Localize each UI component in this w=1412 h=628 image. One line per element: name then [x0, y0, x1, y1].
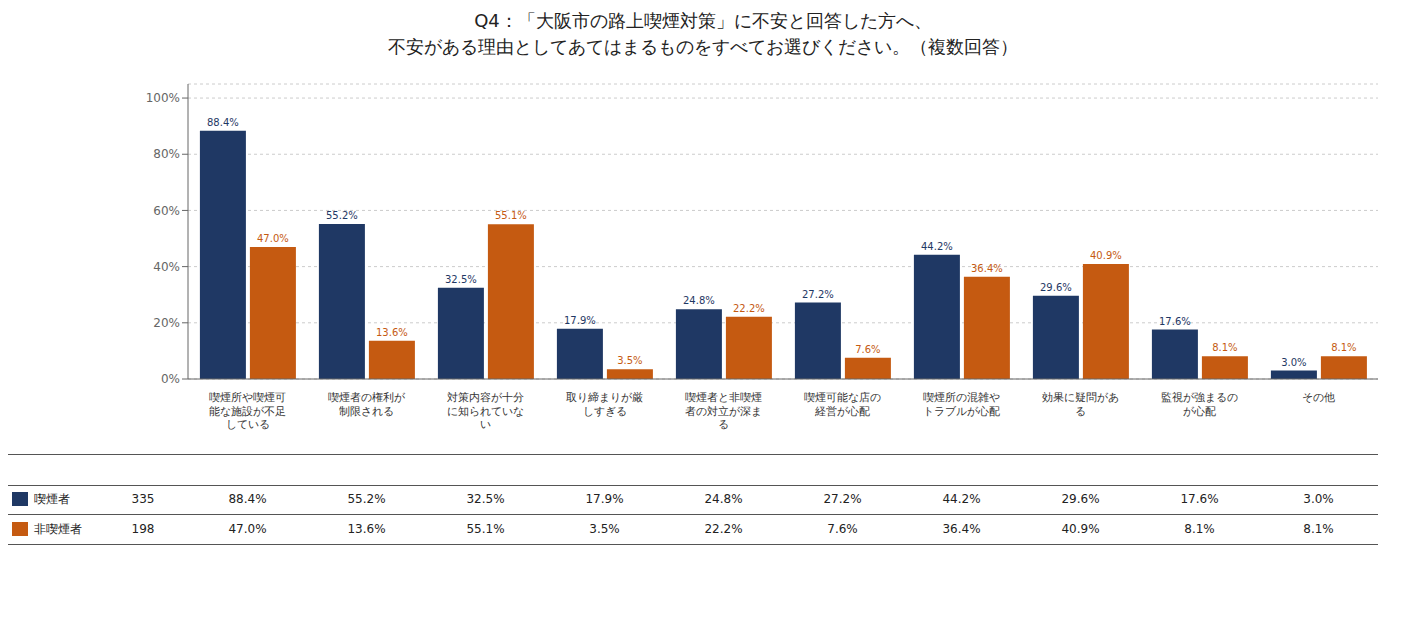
html-text:8.1%: 8.1%: [1303, 522, 1334, 536]
html-text:不安がある理由としてあてはまるものをすべてお選びください。（: 不安がある理由としてあてはまるものをすべてお選びください。（複数回答）: [388, 36, 1018, 57]
svg-text:55.2%: 55.2%: [326, 210, 358, 221]
html-text:7.6%: 7.6%: [827, 522, 858, 536]
html-text:22.2%: 22.2%: [704, 522, 743, 536]
svg-text:8.1%: 8.1%: [1212, 342, 1237, 353]
html-text:27.2%: 27.2%: [823, 492, 862, 506]
svg-text:その他: その他: [1302, 391, 1335, 404]
svg-text:40.9%: 40.9%: [1090, 250, 1122, 261]
svg-text:88.4%: 88.4%: [207, 117, 239, 128]
html-text:40.9%: 40.9%: [1061, 522, 1100, 536]
html-text:非喫煙者: 非喫煙者: [34, 521, 82, 536]
html-text:13.6%: 13.6%: [347, 522, 386, 536]
html-text:3.5%: 3.5%: [589, 522, 620, 536]
svg-text:80%: 80%: [153, 147, 180, 161]
svg-text:24.8%: 24.8%: [683, 295, 715, 306]
svg-text:27.2%: 27.2%: [802, 289, 834, 300]
html-text:47.0%: 47.0%: [228, 522, 267, 536]
html-text:24.8%: 24.8%: [704, 492, 743, 506]
svg-text:29.6%: 29.6%: [1040, 282, 1072, 293]
svg-text:17.6%: 17.6%: [1159, 316, 1191, 327]
svg-text:3.0%: 3.0%: [1281, 357, 1306, 368]
html-text:36.4%: 36.4%: [942, 522, 981, 536]
html-text:335: 335: [131, 492, 155, 506]
svg-text:7.6%: 7.6%: [855, 344, 880, 355]
svg-text:32.5%: 32.5%: [445, 274, 477, 285]
svg-text:0%: 0%: [161, 372, 180, 386]
html-text:32.5%: 32.5%: [466, 492, 505, 506]
svg-text:44.2%: 44.2%: [921, 241, 953, 252]
html-text:17.9%: 17.9%: [585, 492, 624, 506]
svg-text:監視が強まるのが心配: 監視が強まるのが心配: [1161, 391, 1238, 418]
html-text:8.1%: 8.1%: [1184, 522, 1215, 536]
html-text:55.1%: 55.1%: [466, 522, 505, 536]
html-text:198: 198: [131, 522, 155, 536]
svg-text:60%: 60%: [153, 204, 180, 218]
svg-text:喫煙者の権利が制限される: 喫煙者の権利が制限される: [328, 391, 406, 418]
html-text:17.6%: 17.6%: [1180, 492, 1219, 506]
html-text:29.6%: 29.6%: [1061, 492, 1100, 506]
svg-text:22.2%: 22.2%: [733, 303, 765, 314]
html-text:Q4：「大阪市の路上喫煙対策」に不安と回答した方へ、: Q4：「大阪市の路上喫煙対策」に不安と回答した方へ、: [474, 10, 932, 31]
html-text:3.0%: 3.0%: [1303, 492, 1334, 506]
svg-text:36.4%: 36.4%: [971, 263, 1003, 274]
svg-text:喫煙所や喫煙可能な施設が不足している: 喫煙所や喫煙可能な施設が不足している: [209, 391, 286, 432]
html-text:55.2%: 55.2%: [347, 492, 386, 506]
svg-text:喫煙者と非喫煙者の対立が深まる: 喫煙者と非喫煙者の対立が深まる: [685, 391, 762, 432]
svg-text:17.9%: 17.9%: [564, 315, 596, 326]
svg-text:3.5%: 3.5%: [617, 355, 642, 366]
svg-text:55.1%: 55.1%: [495, 210, 527, 221]
html-text:44.2%: 44.2%: [942, 492, 981, 506]
svg-text:喫煙所の混雑やトラブルが心配: 喫煙所の混雑やトラブルが心配: [923, 391, 1000, 418]
svg-text:40%: 40%: [153, 260, 180, 274]
html-text:88.4%: 88.4%: [228, 492, 267, 506]
svg-text:効果に疑問がある: 効果に疑問がある: [1042, 391, 1119, 418]
svg-text:13.6%: 13.6%: [376, 327, 408, 338]
svg-text:8.1%: 8.1%: [1331, 342, 1356, 353]
svg-text:20%: 20%: [153, 316, 180, 330]
svg-text:取り締まりが厳しすぎる: 取り締まりが厳しすぎる: [566, 391, 643, 418]
svg-text:47.0%: 47.0%: [257, 233, 289, 244]
html-text:喫煙者: 喫煙者: [34, 491, 70, 506]
svg-text:喫煙可能な店の経営が心配: 喫煙可能な店の経営が心配: [804, 391, 881, 418]
svg-text:対策内容が十分に知られていない: 対策内容が十分に知られていない: [447, 391, 524, 432]
svg-text:100%: 100%: [146, 91, 180, 105]
